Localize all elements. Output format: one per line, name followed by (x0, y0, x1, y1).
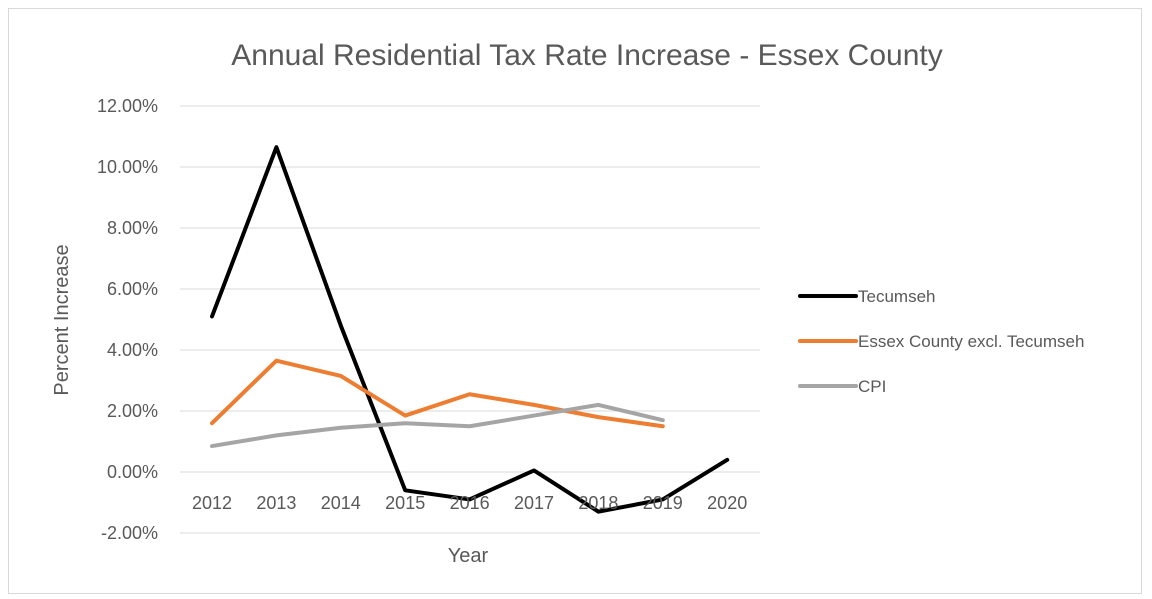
x-tick-label: 2017 (514, 493, 554, 513)
x-axis-tick-labels: 2012 2013 2014 2015 2016 2017 2018 2019 2020 (192, 493, 747, 513)
x-tick-label: 2019 (643, 493, 683, 513)
x-tick-label: 2016 (450, 493, 490, 513)
legend: Tecumseh Essex County excl. Tecumseh CPI (798, 287, 1084, 396)
y-tick-label: 0.00% (107, 462, 158, 482)
x-tick-label: 2012 (192, 493, 232, 513)
y-tick-label: 6.00% (107, 279, 158, 299)
legend-label-cpi: CPI (858, 377, 886, 396)
gridlines (180, 105, 760, 534)
series-line-essex-county-excl-tecumseh (210, 358, 665, 429)
legend-label-essex-county-excl-tecumseh: Essex County excl. Tecumseh (858, 332, 1084, 351)
series-lines (210, 145, 730, 514)
series-line-cpi (210, 402, 665, 449)
x-tick-label: 2018 (578, 493, 618, 513)
y-axis-title: Percent Increase (51, 244, 73, 395)
x-tick-label: 2013 (256, 493, 296, 513)
legend-label-tecumseh: Tecumseh (858, 287, 935, 306)
x-tick-label: 2014 (321, 493, 361, 513)
y-tick-label: 8.00% (107, 218, 158, 238)
y-tick-label: 2.00% (107, 401, 158, 421)
x-axis-title: Year (448, 545, 489, 567)
series-line-tecumseh (210, 145, 730, 514)
chart-title: Annual Residential Tax Rate Increase - E… (231, 39, 943, 72)
y-tick-label: -2.00% (101, 523, 158, 543)
y-tick-label: 12.00% (97, 96, 158, 116)
x-tick-label: 2015 (385, 493, 425, 513)
x-tick-label: 2020 (707, 493, 747, 513)
y-tick-label: 4.00% (107, 340, 158, 360)
y-tick-label: 10.00% (97, 157, 158, 177)
y-axis-tick-labels: 12.00% 10.00% 8.00% 6.00% 4.00% 2.00% 0.00% -2.… (97, 96, 158, 543)
